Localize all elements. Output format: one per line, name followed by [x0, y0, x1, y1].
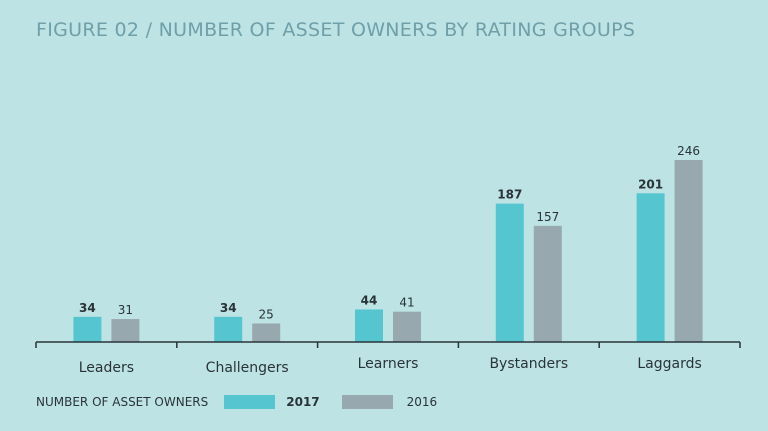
bar-2016-learners	[393, 311, 421, 342]
category-label-challengers: Challengers	[206, 360, 289, 376]
bar-2017-laggards	[636, 193, 665, 342]
legend-title: NUMBER OF ASSET OWNERS	[36, 395, 209, 409]
chart-title: FIGURE 02 / NUMBER OF ASSET OWNERS BY RA…	[36, 19, 636, 41]
value-label-2017-leaders: 34	[79, 301, 96, 315]
legend-swatch-2016	[341, 395, 393, 409]
category-label-laggards: Laggards	[637, 356, 701, 372]
bar-2017-bystanders	[495, 203, 524, 342]
value-label-2016-leaders: 31	[118, 303, 133, 317]
bar-2017-learners	[355, 309, 383, 342]
legend-label-2016: 2016	[406, 395, 438, 409]
category-label-bystanders: Bystanders	[489, 356, 568, 372]
value-label-2016-bystanders: 157	[536, 210, 559, 224]
bar-2016-challengers	[252, 323, 281, 342]
value-label-2016-challengers: 25	[259, 308, 274, 322]
legend: NUMBER OF ASSET OWNERS 2017 2016	[36, 395, 437, 409]
bar-2017-challengers	[214, 316, 243, 342]
category-label-learners: Learners	[358, 356, 419, 372]
category-label-leaders: Leaders	[79, 360, 134, 376]
bar-2016-bystanders	[533, 225, 562, 342]
bar-2017-leaders	[73, 316, 102, 342]
bar-2016-leaders	[111, 319, 140, 342]
value-label-2017-challengers: 34	[220, 301, 237, 315]
value-label-2016-learners: 41	[399, 296, 414, 310]
legend-label-2017: 2017	[286, 395, 320, 409]
value-label-2017-learners: 44	[361, 293, 378, 307]
legend-swatch-2017	[224, 395, 276, 409]
value-label-2017-laggards: 201	[638, 177, 663, 191]
value-label-2016-laggards: 246	[677, 144, 700, 158]
bar-2016-laggards	[674, 160, 703, 342]
value-label-2017-bystanders: 187	[497, 188, 522, 202]
